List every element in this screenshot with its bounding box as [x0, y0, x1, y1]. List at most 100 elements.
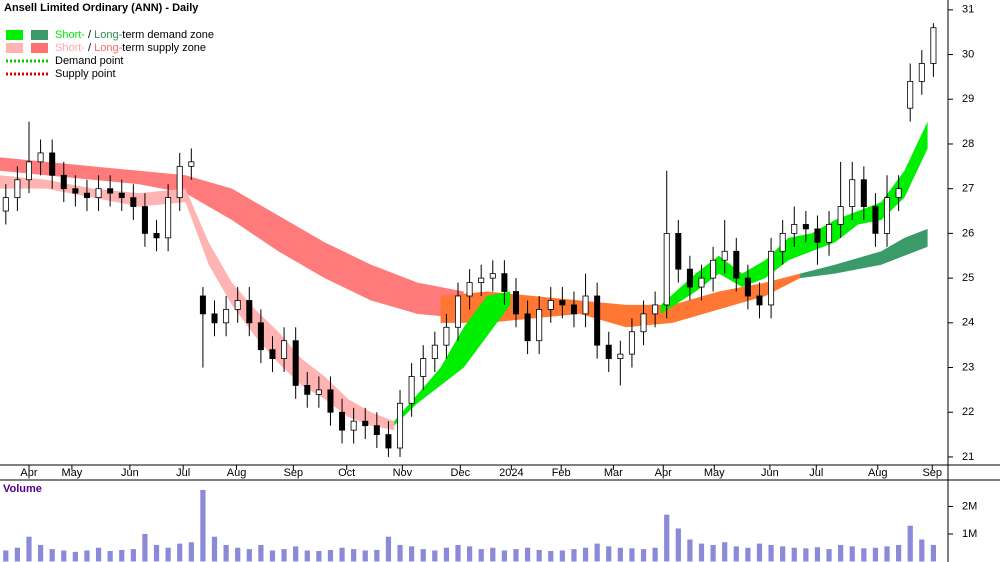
volume-bar — [652, 547, 658, 562]
volume-bar — [72, 551, 78, 562]
y-tick-label: 22 — [962, 406, 974, 418]
x-tick-label: Sep — [284, 467, 304, 479]
legend-text: / — [85, 29, 94, 41]
volume-bar — [780, 546, 786, 562]
body — [524, 313, 531, 342]
zone-band — [660, 121, 928, 314]
legend-text: Short- — [55, 29, 85, 41]
volume-bar — [281, 549, 287, 562]
y-tick-label: 26 — [962, 227, 974, 239]
x-tick-label: Apr — [20, 467, 37, 479]
body — [37, 152, 44, 163]
volume-bar — [432, 550, 438, 562]
volume-bar — [861, 548, 867, 562]
y-tick-label: 24 — [962, 317, 974, 329]
zone-band — [0, 157, 464, 319]
body — [628, 331, 635, 355]
body — [768, 250, 775, 306]
body — [130, 197, 137, 207]
body — [640, 313, 647, 333]
volume-bar — [351, 549, 357, 562]
volume-bar — [640, 549, 647, 562]
volume-bar — [385, 536, 392, 562]
volume-bar — [617, 547, 623, 562]
x-tick-label: Mar — [604, 467, 623, 479]
body — [25, 161, 32, 181]
body — [814, 228, 821, 243]
body — [443, 326, 450, 346]
body — [652, 304, 659, 315]
x-tick-label: Oct — [338, 467, 355, 479]
volume-bar — [675, 528, 681, 562]
volume-bar — [722, 542, 728, 562]
body — [327, 389, 334, 413]
x-tick-label: Sep — [922, 467, 942, 479]
body — [153, 232, 160, 239]
volume-bar — [559, 550, 565, 562]
volume-bar — [269, 550, 276, 562]
body — [791, 224, 798, 234]
volume-bar — [3, 550, 9, 562]
volume-bar — [930, 544, 937, 562]
volume-bar — [756, 543, 763, 562]
body — [605, 344, 612, 359]
y-tick-label: 31 — [962, 4, 974, 16]
body — [339, 411, 346, 431]
body — [420, 358, 427, 377]
volume-bar — [814, 547, 821, 562]
volume-bar — [745, 547, 751, 562]
volume-bar — [501, 550, 507, 562]
legend-label: Supply point — [55, 68, 116, 80]
legend-text: / — [85, 42, 94, 54]
volume-bar — [49, 549, 55, 562]
body — [199, 295, 206, 315]
body — [350, 420, 357, 431]
x-tick-label: May — [61, 467, 82, 479]
legend-swatch — [6, 30, 23, 40]
volume-bar — [304, 550, 310, 562]
body — [141, 206, 148, 234]
body — [60, 174, 67, 190]
volume-bar — [919, 539, 925, 562]
legend-label: Short- / Long-term supply zone — [55, 42, 206, 54]
body — [698, 277, 705, 288]
y-tick-label: 25 — [962, 272, 974, 284]
x-tick-label: Aug — [227, 467, 247, 479]
zone-band — [394, 291, 511, 426]
body — [72, 188, 79, 194]
volume-bar — [142, 533, 148, 562]
volume-bar — [664, 514, 670, 562]
volume-bar — [211, 536, 218, 562]
legend-label: Demand point — [55, 55, 124, 67]
legend-text: Long- — [94, 29, 122, 41]
volume-bar — [571, 549, 577, 562]
volume-bar — [594, 543, 600, 562]
x-tick-label: Jun — [761, 467, 779, 479]
volume-bar — [838, 544, 844, 562]
volume-bar — [293, 546, 299, 562]
volume-bar — [165, 547, 171, 562]
volume-bar — [362, 550, 368, 562]
body — [83, 192, 90, 199]
body — [536, 309, 543, 342]
body — [663, 232, 670, 306]
legend-label: Short- / Long-term demand zone — [55, 29, 214, 41]
volume-bar — [455, 544, 461, 562]
x-tick-label: Jun — [121, 467, 139, 479]
volume-bar — [84, 550, 90, 562]
y-tick-label: 27 — [962, 183, 974, 195]
volume-bar — [223, 544, 229, 562]
body — [907, 80, 914, 109]
volume-bar — [768, 544, 774, 562]
volume-bar — [95, 547, 102, 562]
body — [373, 425, 380, 435]
body — [884, 197, 891, 234]
body — [779, 232, 786, 252]
volume-bar — [443, 547, 450, 562]
legend-text: term supply zone — [122, 42, 206, 54]
volume-bar — [884, 546, 890, 562]
volume-tick-label: 1M — [962, 528, 977, 540]
volume-bar — [478, 549, 484, 562]
volume-bar — [339, 547, 345, 562]
